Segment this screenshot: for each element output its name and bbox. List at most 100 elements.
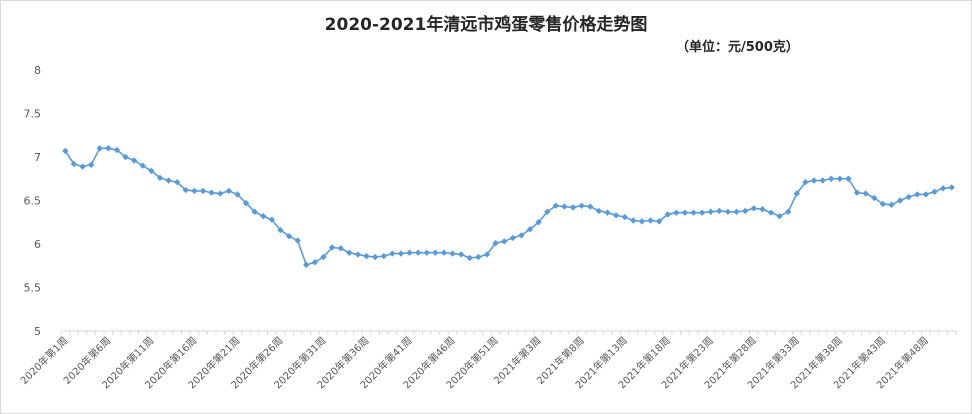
data-point	[888, 201, 895, 209]
data-point	[647, 217, 654, 224]
data-point	[871, 194, 878, 202]
y-tick-label: 6	[34, 238, 41, 251]
data-point	[578, 202, 585, 209]
data-point	[638, 218, 646, 225]
data-point	[853, 189, 861, 196]
data-point	[509, 234, 517, 242]
data-point	[285, 232, 293, 240]
data-point	[165, 177, 172, 184]
data-point	[70, 160, 78, 168]
chart-title: 2020-2021年清远市鸡蛋零售价格走势图	[324, 15, 648, 35]
data-point	[535, 219, 542, 226]
data-point	[354, 251, 362, 258]
data-point	[260, 212, 267, 220]
data-point	[371, 253, 379, 261]
data-point	[449, 250, 456, 257]
data-point	[363, 252, 370, 260]
data-point	[406, 249, 413, 256]
data-point	[802, 179, 809, 186]
data-point	[810, 177, 818, 184]
data-point	[836, 175, 844, 182]
data-point	[914, 191, 921, 198]
data-point	[96, 145, 103, 152]
data-point	[483, 251, 491, 258]
y-tick-label: 5.5	[24, 282, 42, 295]
data-point	[939, 185, 947, 192]
data-point	[741, 207, 749, 215]
data-point	[544, 208, 551, 216]
data-point	[595, 207, 603, 215]
data-point	[303, 261, 310, 269]
data-point	[475, 253, 482, 261]
price-series-line	[64, 147, 952, 266]
data-point	[750, 205, 757, 212]
data-point	[440, 249, 448, 256]
data-point	[173, 179, 181, 186]
data-point	[569, 204, 577, 211]
data-point	[397, 250, 405, 257]
data-point	[130, 157, 138, 164]
y-axis-tick-labels: 5 5.5 6 6.5 7 7.5 8	[24, 64, 42, 338]
data-point	[156, 174, 164, 182]
data-point	[423, 249, 430, 256]
data-point	[389, 250, 396, 257]
data-point	[380, 252, 387, 260]
data-point	[862, 190, 869, 197]
data-point	[664, 211, 671, 218]
data-point	[234, 191, 241, 198]
data-point	[148, 167, 155, 175]
data-point	[268, 216, 276, 223]
data-point	[716, 207, 723, 215]
data-point	[931, 188, 938, 195]
data-point	[105, 145, 112, 152]
data-point	[208, 189, 215, 196]
data-point	[199, 187, 207, 195]
data-point	[492, 239, 499, 247]
data-point	[621, 213, 628, 221]
data-point	[328, 244, 336, 251]
data-point	[681, 209, 689, 216]
data-point	[819, 177, 826, 184]
data-point	[561, 203, 568, 210]
data-point	[845, 175, 852, 182]
price-series-points	[62, 145, 955, 269]
data-point	[337, 245, 344, 252]
data-point	[733, 208, 740, 216]
data-point	[320, 253, 327, 261]
y-tick-label: 6.5	[24, 195, 42, 208]
data-point	[346, 249, 353, 256]
data-point	[432, 249, 439, 256]
data-point	[724, 208, 732, 216]
data-point	[707, 208, 714, 216]
data-point	[457, 251, 465, 258]
data-point	[79, 163, 86, 170]
data-point	[182, 186, 189, 194]
data-point	[896, 197, 904, 204]
data-point	[242, 199, 250, 207]
data-point	[612, 212, 620, 219]
data-point	[466, 254, 473, 262]
data-point	[122, 153, 129, 161]
data-point	[604, 209, 611, 216]
data-point	[922, 191, 930, 198]
data-point	[828, 175, 835, 182]
data-point	[793, 190, 800, 197]
data-point	[784, 208, 792, 216]
data-point	[673, 209, 680, 216]
data-point	[311, 259, 319, 266]
data-point	[518, 232, 525, 239]
data-point	[526, 226, 534, 233]
data-point	[690, 209, 697, 216]
data-point	[191, 187, 198, 195]
data-point	[630, 217, 637, 224]
y-tick-label: 7.5	[24, 108, 42, 121]
data-point	[217, 190, 224, 197]
data-point	[225, 187, 233, 195]
data-point	[62, 147, 69, 155]
chart-subtitle: （单位：元/500克）	[676, 40, 799, 55]
data-point	[905, 193, 912, 201]
data-point	[277, 226, 284, 234]
data-point	[87, 161, 95, 169]
